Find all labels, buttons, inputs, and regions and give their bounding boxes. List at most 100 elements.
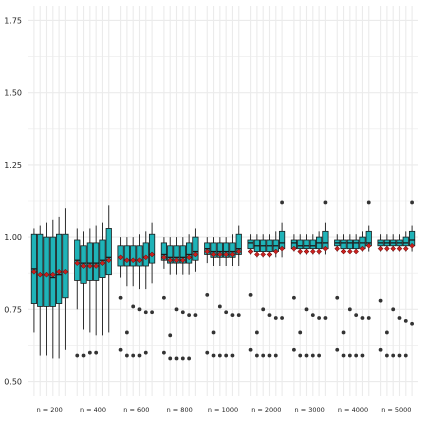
x-tick-label: n = 600: [123, 406, 149, 414]
box: [278, 222, 286, 258]
mean-marker: [247, 248, 254, 255]
x-tick-label: n = 800: [167, 406, 193, 414]
box-layer: [30, 200, 416, 361]
box: [290, 234, 298, 252]
box: [49, 219, 56, 359]
box-body: [229, 242, 236, 258]
x-tick-label: n = 4000: [338, 406, 368, 414]
box-body: [99, 239, 106, 278]
outlier-point: [211, 330, 216, 335]
mean-marker: [365, 242, 372, 249]
box: [62, 208, 69, 350]
outlier-point: [217, 304, 222, 309]
mean-marker: [384, 245, 390, 252]
outlier-point: [323, 316, 328, 320]
outlier-point: [335, 347, 340, 352]
y-tick-label: 1.00: [4, 233, 22, 242]
box: [56, 216, 63, 359]
box-body: [136, 245, 143, 267]
box: [340, 234, 347, 255]
mean-marker: [167, 257, 174, 264]
outlier-point: [391, 307, 396, 312]
box: [309, 234, 316, 255]
outlier-point: [360, 316, 365, 320]
box-body: [142, 242, 149, 267]
outlier-point: [310, 353, 315, 358]
mean-marker: [377, 245, 384, 252]
outlier-point: [273, 316, 278, 320]
box-body: [309, 239, 316, 250]
box: [402, 231, 409, 252]
mean-marker: [74, 260, 81, 266]
mean-marker: [49, 271, 56, 278]
outlier-point: [143, 310, 148, 315]
outlier-point: [261, 353, 266, 358]
outlier-point: [254, 330, 259, 335]
outlier-point: [143, 350, 148, 355]
box: [43, 222, 50, 356]
outlier-point: [354, 353, 359, 358]
box: [297, 234, 304, 255]
outlier-point: [298, 330, 303, 335]
box-body: [93, 242, 100, 281]
mean-marker: [409, 242, 415, 249]
outlier-point: [230, 353, 235, 358]
box: [377, 234, 384, 252]
box-body: [179, 245, 186, 264]
outlier-point: [162, 295, 166, 300]
outlier-point: [317, 316, 322, 320]
box: [260, 234, 267, 258]
outlier-point: [205, 350, 210, 355]
mean-marker: [99, 260, 106, 266]
outlier-point: [150, 310, 154, 315]
outlier-point: [174, 356, 179, 361]
x-axis-labels: n = 200 n = 400 n = 600 n = 800 n = 1000 n = …: [37, 406, 412, 414]
box: [173, 237, 180, 275]
box: [353, 234, 360, 255]
outlier-point: [118, 295, 123, 300]
outlier-point: [310, 313, 315, 318]
outlier-point: [347, 307, 352, 312]
outlier-point: [118, 347, 123, 352]
box-body: [247, 239, 254, 250]
mean-marker: [390, 245, 397, 252]
outlier-point: [378, 347, 383, 352]
box-body: [223, 242, 230, 258]
mean-marker: [43, 271, 50, 278]
outlier-point: [187, 356, 192, 361]
mean-marker: [309, 248, 316, 255]
mean-marker: [223, 251, 230, 258]
outlier-point: [168, 356, 173, 361]
mean-marker: [124, 257, 130, 264]
box-group: [377, 200, 416, 358]
mean-marker: [142, 254, 149, 261]
outlier-point: [131, 353, 136, 358]
outlier-point: [280, 316, 284, 320]
outlier-point: [384, 330, 389, 335]
box: [216, 237, 223, 266]
box: [334, 234, 341, 252]
box: [346, 234, 353, 255]
x-tick-label: n = 5000: [381, 406, 411, 414]
box: [365, 225, 372, 252]
outlier-point: [217, 353, 222, 358]
outlier-point: [280, 200, 284, 205]
mean-marker: [105, 257, 112, 264]
x-tick-label: n = 200: [37, 406, 63, 414]
mean-marker: [340, 248, 347, 255]
box: [123, 237, 130, 287]
box: [253, 234, 260, 258]
mean-marker: [291, 245, 297, 252]
box: [272, 231, 279, 258]
outlier-point: [335, 295, 340, 300]
outlier-point: [366, 200, 371, 205]
mean-marker: [62, 268, 69, 275]
mean-marker: [86, 263, 93, 269]
mean-marker: [229, 251, 236, 258]
box: [136, 234, 143, 290]
box: [117, 237, 124, 278]
mean-marker: [117, 254, 124, 261]
x-tick-label: n = 3000: [295, 406, 325, 414]
box: [359, 231, 366, 252]
y-tick-label: 1.25: [4, 161, 22, 170]
